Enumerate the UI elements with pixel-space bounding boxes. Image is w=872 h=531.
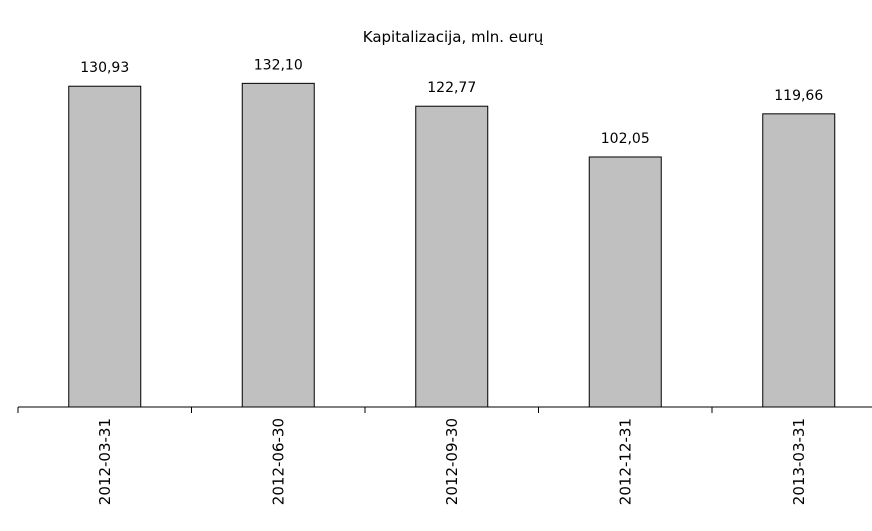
data-label: 119,66 — [774, 88, 823, 104]
chart-title: Kapitalizacija, mln. eurų — [363, 28, 544, 46]
data-label: 102,05 — [601, 131, 650, 147]
bar — [68, 85, 142, 408]
bar — [241, 82, 315, 408]
x-tick-label: 2012-09-30 — [443, 418, 461, 505]
bar — [415, 105, 489, 408]
x-tick-label: 2012-12-31 — [616, 418, 634, 505]
bar — [762, 113, 836, 408]
data-label: 130,93 — [80, 60, 129, 76]
x-tick-label: 2013-03-31 — [790, 418, 808, 505]
bar — [588, 156, 662, 408]
x-tick-label: 2012-06-30 — [269, 418, 287, 505]
data-label: 132,10 — [254, 57, 303, 73]
data-label: 122,77 — [427, 80, 476, 96]
x-tick-label: 2012-03-31 — [96, 418, 114, 505]
